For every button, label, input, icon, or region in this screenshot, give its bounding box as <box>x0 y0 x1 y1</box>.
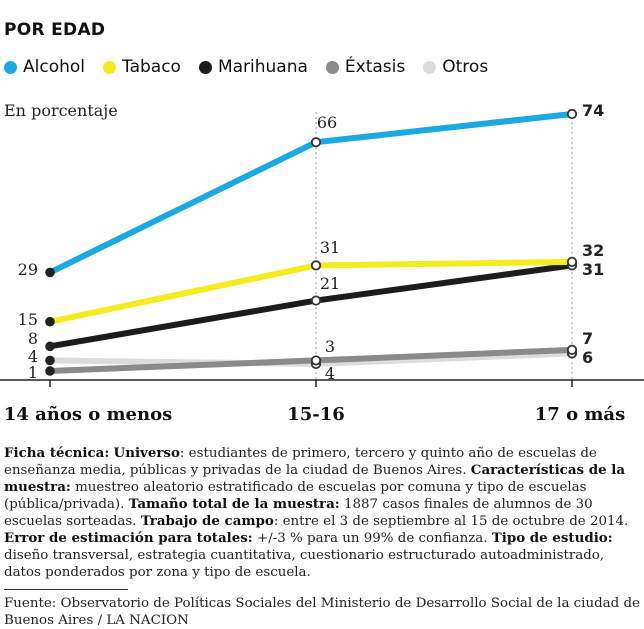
legend-swatch <box>198 60 212 74</box>
legend-swatch <box>423 60 437 74</box>
data-label-extasis: 4 <box>325 364 335 383</box>
legend-label: Éxtasis <box>344 57 406 77</box>
data-point <box>310 295 322 306</box>
data-label-tabaco: 32 <box>582 241 604 260</box>
x-tick-label: 17 o más <box>535 404 625 425</box>
legend-swatch <box>4 60 17 74</box>
data-label-alcohol: 74 <box>582 101 604 120</box>
data-point <box>45 366 55 376</box>
data-point <box>566 108 578 120</box>
legend-label: Tabaco <box>122 57 181 77</box>
data-point <box>45 316 55 327</box>
data-label-marihuana: 21 <box>320 274 340 293</box>
data-label-otros: 3 <box>325 337 335 356</box>
trabajo-text: : entre el 3 de septiembre al 15 de octu… <box>273 514 629 529</box>
source-note: Fuente: Observatorio de Políticas Social… <box>4 596 640 628</box>
error-label: Error de estimación para totales: <box>4 530 253 546</box>
data-label-otros: 4 <box>28 347 38 366</box>
y-axis-label: En porcentaje <box>4 101 118 120</box>
legend-label: Marihuana <box>217 57 308 77</box>
legend-item-alcohol: Alcohol <box>4 57 85 77</box>
tipo-label: Tipo de estudio: <box>491 530 613 546</box>
legend-item-extasis: Éxtasis <box>325 57 406 77</box>
tamano-label: Tamaño total de la muestra: <box>128 496 340 512</box>
universo-text: : estudiantes de primero, tercero y quin… <box>4 446 597 478</box>
data-point <box>566 256 578 267</box>
technical-notes: Ficha técnica: Universo: estudiantes de … <box>4 445 640 581</box>
data-point <box>310 260 322 271</box>
caracteristicas-label: Características de la muestra: <box>4 462 626 495</box>
legend-item-tabaco: Tabaco <box>103 57 181 77</box>
chart-legend: Alcohol Tabaco Marihuana Éxtasis Otros <box>4 57 506 77</box>
error-text: +/-3 % para un 99% de confianza. <box>252 531 488 546</box>
legend-item-marihuana: Marihuana <box>198 57 308 77</box>
series-line-tabaco <box>47 258 575 325</box>
data-label-extasis: 7 <box>582 329 593 348</box>
series-line-alcohol <box>47 111 575 276</box>
legend-swatch <box>103 60 116 74</box>
data-point <box>310 137 322 148</box>
tamano-text: 1887 casos finales de alumnos de 30 escu… <box>4 497 593 529</box>
chart-title: POR EDAD <box>4 20 106 40</box>
data-label-tabaco: 15 <box>18 310 38 329</box>
data-label-marihuana: 8 <box>28 329 38 348</box>
tipo-text: diseño transversal, estrategia cuantitat… <box>4 548 605 580</box>
legend-label: Alcohol <box>23 57 85 77</box>
data-label-alcohol: 29 <box>18 260 38 279</box>
data-label-extasis: 1 <box>28 363 38 382</box>
data-point <box>45 341 55 352</box>
x-tick-label: 15-16 <box>287 404 345 425</box>
legend-swatch <box>325 60 339 74</box>
legend-label: Otros <box>442 57 489 77</box>
legend-item-otros: Otros <box>423 57 488 77</box>
data-point <box>45 267 55 278</box>
universo-label: Universo <box>113 445 180 461</box>
x-tick-label: 14 años o menos <box>4 404 172 425</box>
caracteristicas-text: muestreo aleatorio estratificado de escu… <box>4 480 587 512</box>
data-label-marihuana: 31 <box>582 260 604 279</box>
data-point <box>310 355 322 366</box>
data-label-otros: 6 <box>582 348 593 367</box>
line-chart: 14 años o menos 15-16 17 o más291584166312… <box>0 101 644 425</box>
data-point <box>566 344 578 355</box>
data-point <box>45 355 55 366</box>
ficha-label: Ficha técnica: <box>4 445 110 461</box>
data-label-tabaco: 31 <box>320 238 340 257</box>
source-divider <box>4 589 128 590</box>
trabajo-label: Trabajo de campo <box>140 513 274 529</box>
data-label-alcohol: 66 <box>317 113 337 132</box>
